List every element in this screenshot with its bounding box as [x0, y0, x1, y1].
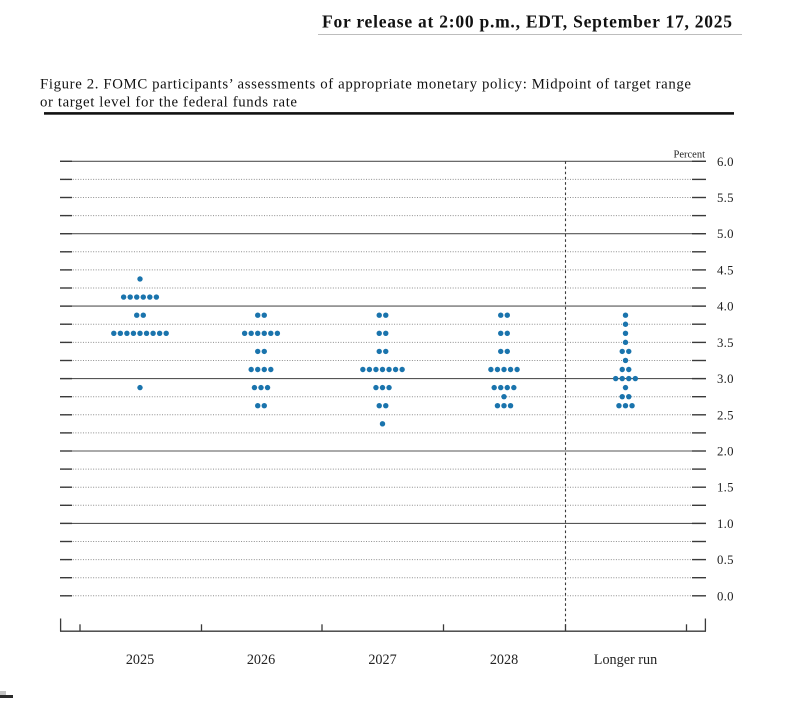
svg-text:0.5: 0.5	[717, 553, 734, 567]
svg-text:3.0: 3.0	[717, 372, 734, 386]
svg-text:5.5: 5.5	[717, 191, 734, 205]
svg-text:2028: 2028	[490, 652, 518, 668]
svg-text:0.0: 0.0	[717, 589, 734, 603]
svg-text:5.0: 5.0	[717, 227, 734, 241]
svg-text:2026: 2026	[247, 652, 275, 668]
svg-text:2025: 2025	[126, 652, 154, 668]
svg-text:4.5: 4.5	[717, 263, 734, 277]
svg-text:For release at 2:00 p.m., EDT,: For release at 2:00 p.m., EDT, September…	[322, 12, 732, 32]
svg-text:Figure 2. FOMC participants’ a: Figure 2. FOMC participants’ assessments…	[40, 77, 691, 93]
svg-text:2.5: 2.5	[717, 408, 734, 422]
svg-text:3.5: 3.5	[717, 336, 734, 350]
svg-text:Longer run: Longer run	[594, 652, 657, 668]
svg-text:2027: 2027	[368, 652, 396, 668]
svg-text:4.0: 4.0	[717, 300, 734, 314]
svg-text:6.0: 6.0	[717, 155, 734, 169]
svg-text:1.5: 1.5	[717, 481, 734, 495]
svg-text:or target level for the federa: or target level for the federal funds ra…	[40, 95, 297, 111]
svg-text:2.0: 2.0	[717, 445, 734, 459]
svg-text:1.0: 1.0	[717, 517, 734, 531]
svg-text:Percent: Percent	[674, 150, 706, 161]
